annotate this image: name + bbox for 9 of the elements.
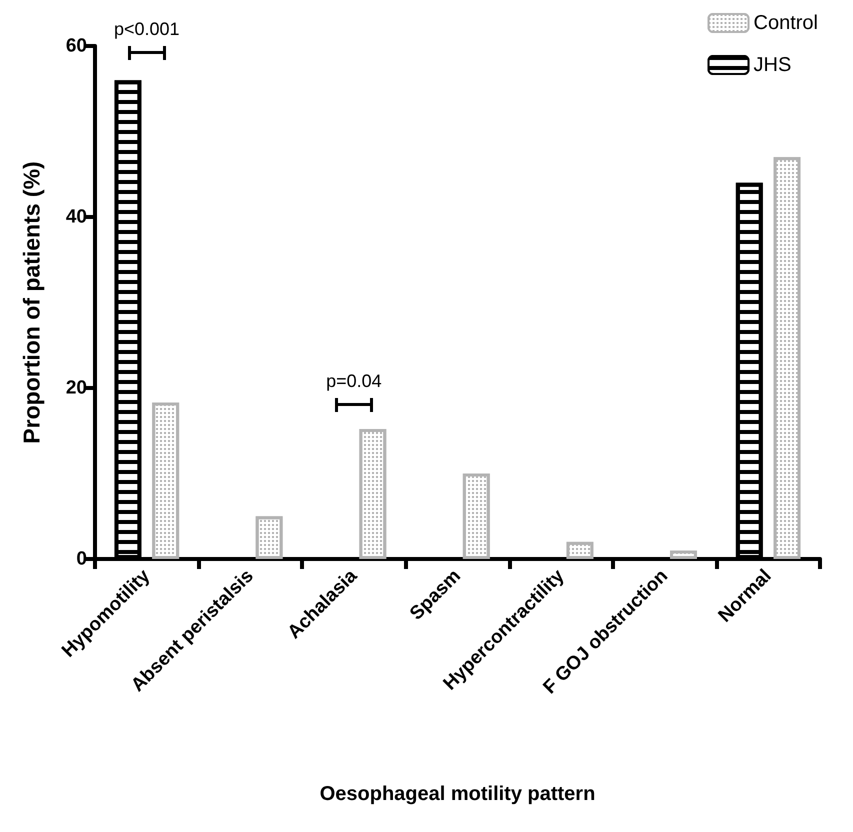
y-tick-label: 40 [66,206,87,228]
annotation: p=0.04 [326,371,382,392]
y-axis-title: Proportion of patients (%) [18,161,44,444]
x-axis-title: Oesophageal motility pattern [320,783,596,805]
text: p<0.001 [114,19,180,40]
y-tick-label: 20 [66,378,87,398]
y-tick-label: 60 [66,36,87,56]
legend-label: Control [754,12,818,34]
legend-label: JHS [754,54,792,76]
